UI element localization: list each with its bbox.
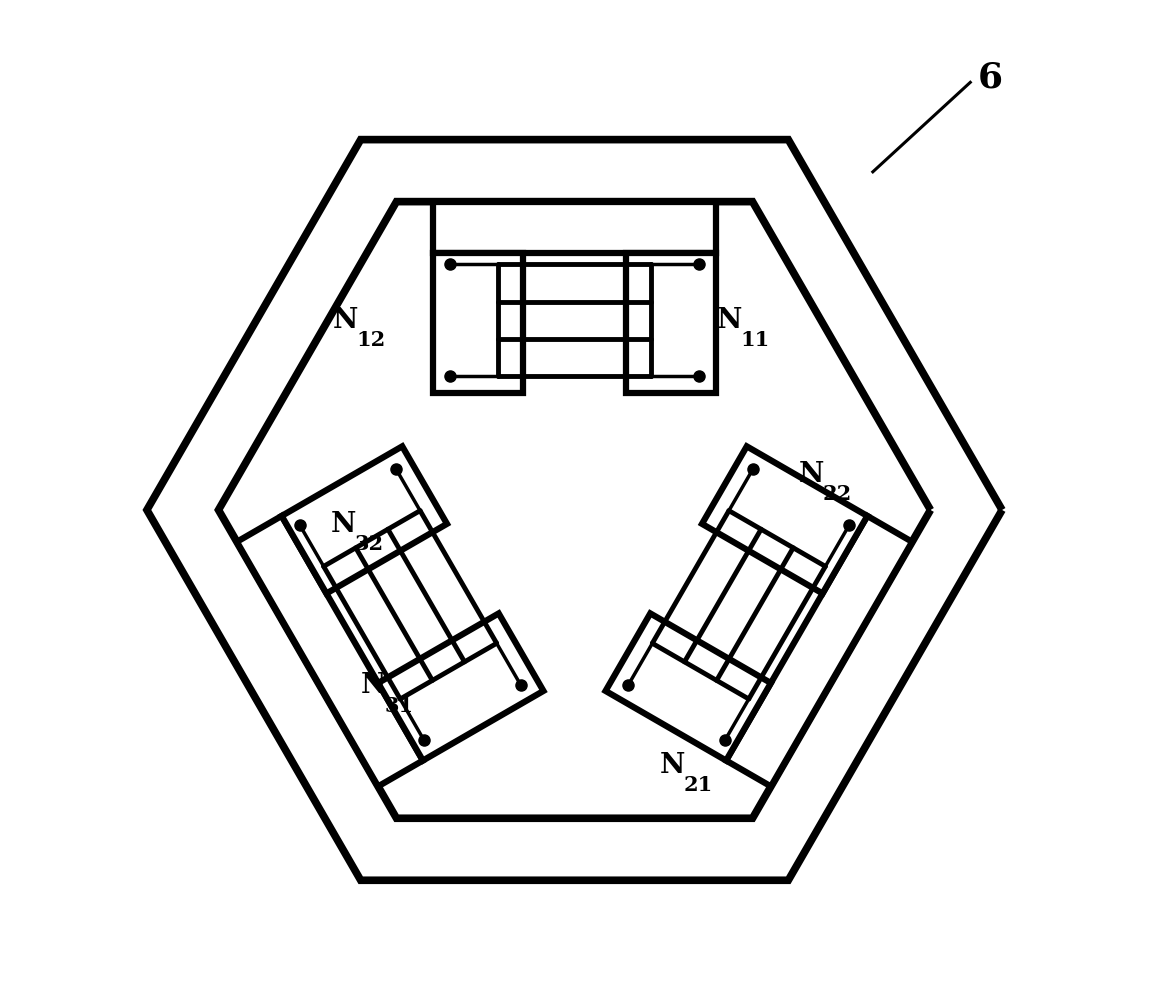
- Text: 22: 22: [823, 484, 851, 504]
- Text: 12: 12: [356, 330, 386, 350]
- Text: 32: 32: [354, 534, 384, 554]
- Text: 6: 6: [978, 60, 1002, 94]
- Polygon shape: [433, 253, 523, 393]
- Polygon shape: [606, 613, 771, 761]
- Polygon shape: [282, 446, 447, 593]
- Polygon shape: [702, 446, 867, 593]
- Text: 31: 31: [384, 696, 414, 716]
- Text: 11: 11: [741, 330, 770, 350]
- Polygon shape: [378, 613, 543, 761]
- Text: N: N: [331, 511, 356, 538]
- Text: N: N: [660, 752, 685, 779]
- Text: N: N: [799, 461, 824, 488]
- Text: N: N: [333, 307, 358, 334]
- Polygon shape: [237, 516, 423, 786]
- Polygon shape: [726, 516, 912, 786]
- Polygon shape: [433, 202, 716, 253]
- Polygon shape: [626, 253, 716, 393]
- Text: N: N: [717, 307, 742, 334]
- Polygon shape: [147, 140, 1002, 880]
- Text: N: N: [361, 672, 386, 699]
- Text: 21: 21: [684, 775, 712, 795]
